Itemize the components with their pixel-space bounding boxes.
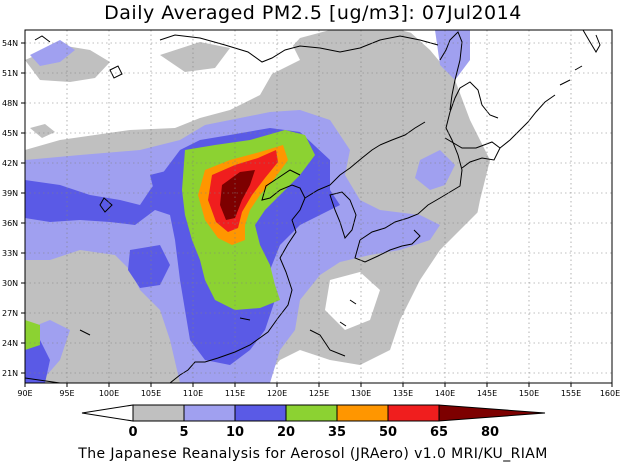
lon-tick-label: 160E <box>600 389 620 398</box>
lat-tick-label: 24N <box>2 339 18 348</box>
colorbar-label: 35 <box>328 425 346 440</box>
lon-tick-label: 155E <box>561 389 581 398</box>
lon-tick-label: 95E <box>59 389 74 398</box>
colorbar-swatch-65-80 <box>387 404 440 422</box>
colorbar-label: 5 <box>179 425 188 440</box>
colorbar-swatch-10-20 <box>183 404 236 422</box>
lon-tick-label: 150E <box>519 389 539 398</box>
lat-tick-labels: 21N 24N 27N 30N 33N 36N 39N 42N 45N 48N … <box>2 39 18 378</box>
lat-tick-label: 51N <box>2 69 18 78</box>
coastlines <box>25 30 601 383</box>
lon-tick-label: 105E <box>141 389 161 398</box>
colorbar-label: 80 <box>481 425 499 440</box>
lat-tick-label: 36N <box>2 219 18 228</box>
lon-tick-label: 125E <box>309 389 329 398</box>
lat-tick-label: 42N <box>2 159 18 168</box>
lat-tick-label: 21N <box>2 369 18 378</box>
lat-tick-label: 45N <box>2 129 18 138</box>
lon-tick-label: 110E <box>183 389 203 398</box>
lon-tick-label: 145E <box>477 389 497 398</box>
colorbar-swatch-20-35 <box>234 404 287 422</box>
lon-tick-label: 100E <box>99 389 119 398</box>
lon-tick-label: 115E <box>225 389 245 398</box>
concentration-field <box>25 30 612 383</box>
lon-tick-label: 90E <box>17 389 32 398</box>
lon-tick-label: 140E <box>435 389 455 398</box>
lat-tick-label: 27N <box>2 309 18 318</box>
lon-tick-label: 135E <box>393 389 413 398</box>
colorbar: 0 5 10 20 35 50 65 80 <box>81 404 546 440</box>
colorbar-swatch-50-65 <box>336 404 389 422</box>
lat-tick-label: 48N <box>2 99 18 108</box>
colorbar-label: 10 <box>226 425 244 440</box>
colorbar-label: 50 <box>379 425 397 440</box>
colorbar-label: 65 <box>430 425 448 440</box>
colorbar-swatch-gt80 <box>438 404 546 422</box>
colorbar-swatch-35-50 <box>285 404 338 422</box>
colorbar-label: 0 <box>128 425 137 440</box>
lat-tick-label: 30N <box>2 279 18 288</box>
colorbar-swatch-5-10 <box>132 404 185 422</box>
lon-tick-label: 120E <box>267 389 287 398</box>
lon-tick-label: 130E <box>351 389 371 398</box>
colorbar-swatch-lt5 <box>81 404 134 422</box>
lat-tick-label: 54N <box>2 39 18 48</box>
colorbar-label: 20 <box>277 425 295 440</box>
lon-tick-labels: 90E 95E 100E 105E 110E 115E 120E 125E 13… <box>17 389 620 398</box>
lat-tick-label: 39N <box>2 189 18 198</box>
lat-tick-label: 33N <box>2 249 18 258</box>
grid <box>25 30 612 383</box>
footer-credit: The Japanese Reanalysis for Aerosol (JRA… <box>78 446 548 462</box>
tick-marks <box>21 42 613 387</box>
band-gt80 <box>220 170 255 220</box>
map-title: Daily Averaged PM2.5 [ug/m3]: 07Jul2014 <box>104 2 522 24</box>
